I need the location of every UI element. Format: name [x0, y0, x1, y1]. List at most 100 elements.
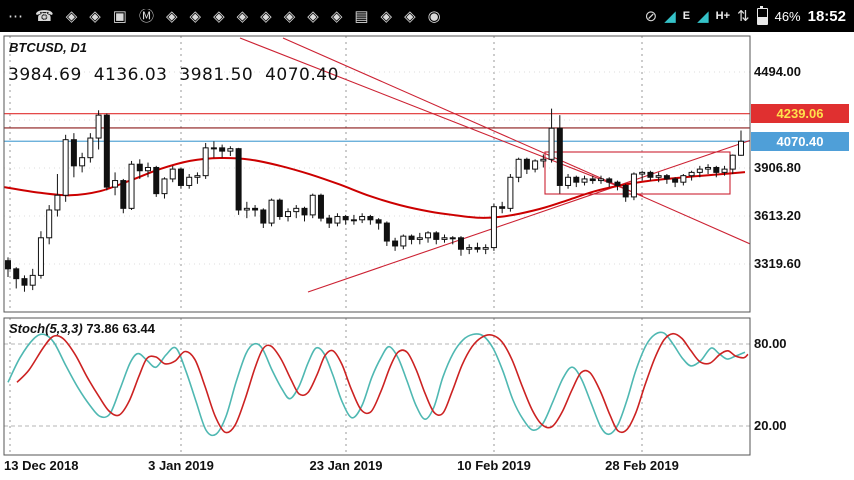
candle-body	[713, 166, 720, 173]
candle-body	[647, 171, 654, 178]
notes-icon: ▤	[354, 8, 369, 24]
candle-body	[515, 158, 522, 178]
chat-app-icon-5: ◈	[213, 8, 225, 24]
android-status-bar[interactable]: ⋯ ☎ ◈ ◈ ▣ Ⓜ ◈ ◈ ◈ ◈ ◈ ◈ ◈ ◈ ▤ ◈ ◈ ◉ ⊘ ◢ E ◢ H+ ⇅ 46% 18:52	[0, 0, 854, 32]
candle-body	[29, 274, 36, 286]
trendline[interactable]	[307, 138, 757, 293]
candle-body	[177, 168, 184, 186]
candle-body	[721, 168, 728, 173]
candle-body	[186, 176, 193, 186]
candle-body	[21, 278, 28, 286]
chat-app-icon-1: ◈	[65, 8, 78, 24]
candle-body	[540, 158, 547, 162]
stoch-main-line	[7, 331, 746, 437]
candle-body	[680, 175, 687, 183]
candle-body	[392, 240, 399, 247]
candle-body	[276, 199, 283, 218]
candle-body	[441, 237, 448, 240]
candle-body	[383, 222, 390, 242]
candle-body	[70, 139, 77, 167]
system-status-icons: ⊘ ◢ E ◢ H+ ⇅ 46% 18:52	[645, 5, 846, 25]
candle-body	[400, 235, 407, 247]
candle-body	[301, 207, 308, 216]
candle-body	[169, 168, 176, 180]
media-icon: ◉	[427, 8, 441, 24]
candle-body	[13, 268, 20, 280]
candle-body	[622, 184, 629, 198]
candle-body	[696, 168, 703, 173]
candle-body	[457, 237, 464, 250]
candle-body	[499, 206, 506, 209]
candle-body	[260, 209, 267, 224]
whatsapp-icon: ☎	[35, 8, 54, 24]
network-type-e: E	[682, 9, 691, 22]
candle-body	[672, 178, 679, 183]
candle-body	[606, 178, 613, 183]
network-type-hplus: H+	[715, 9, 731, 22]
candle-body	[334, 216, 341, 224]
candle-body	[449, 237, 456, 240]
candle-body	[729, 154, 736, 170]
candle-body	[532, 160, 539, 170]
candle-body	[705, 166, 712, 170]
battery-icon	[756, 5, 768, 25]
candle-body	[556, 127, 563, 186]
candle-body	[573, 176, 580, 183]
candle-body	[268, 199, 275, 224]
gallery-icon: ▣	[112, 8, 127, 24]
signal-triangle-icon-1: ◢	[664, 7, 676, 25]
overflow-dots-icon: ⋯	[8, 8, 23, 24]
trendline[interactable]	[239, 37, 644, 197]
candle-body	[589, 178, 596, 182]
candle-body	[145, 166, 152, 172]
candle-body	[103, 114, 110, 188]
candle-body	[285, 211, 292, 218]
candle-body	[62, 139, 69, 196]
candle-body	[95, 114, 102, 139]
candle-body	[136, 163, 143, 172]
chat-app-icon-2: ◈	[89, 8, 101, 24]
candle-body	[359, 216, 366, 221]
candle-body	[375, 219, 382, 224]
candle-body	[342, 216, 349, 221]
candle-body	[252, 207, 259, 211]
candle-body	[663, 175, 670, 180]
candle-body	[309, 194, 316, 216]
candle-body	[54, 194, 61, 211]
candle-body	[235, 148, 242, 211]
battery-percent: 46%	[774, 8, 801, 24]
candle-body	[37, 237, 44, 276]
gmail-icon: Ⓜ	[138, 8, 154, 24]
candle-body	[630, 173, 637, 198]
chat-app-icon-6: ◈	[236, 8, 249, 24]
candle-body	[482, 247, 489, 250]
candle-body	[738, 140, 745, 156]
candle-body	[490, 206, 497, 249]
candle-body	[416, 237, 423, 240]
trendline[interactable]	[282, 37, 757, 247]
candle-body	[474, 247, 481, 250]
chat-app-icon-4: ◈	[189, 8, 202, 24]
candle-body	[128, 163, 135, 209]
chat-app-icon-8: ◈	[283, 8, 296, 24]
candle-body	[87, 137, 94, 159]
candle-body	[112, 180, 119, 188]
chat-app-icon-11: ◈	[380, 8, 393, 24]
candle-body	[79, 157, 86, 167]
data-transfer-icon: ⇅	[737, 7, 750, 25]
battery-fill	[757, 16, 767, 24]
candle-body	[161, 178, 168, 195]
candle-body	[639, 171, 646, 175]
candle-body	[433, 232, 440, 240]
chat-app-icon-9: ◈	[307, 8, 319, 24]
candle-body	[120, 180, 127, 209]
stoch-panel-border	[3, 317, 751, 456]
candle-body	[210, 147, 217, 150]
chat-app-icon-7: ◈	[260, 8, 272, 24]
consolidation-rectangle[interactable]	[544, 151, 731, 195]
candle-body	[688, 171, 695, 177]
chat-app-icon-3: ◈	[165, 8, 178, 24]
candle-body	[243, 207, 250, 211]
candle-body	[202, 147, 209, 177]
